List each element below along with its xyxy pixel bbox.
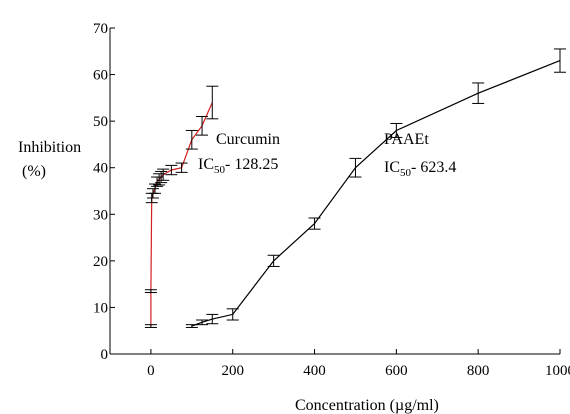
axes [109, 28, 560, 355]
curcumin-point-10 [175, 162, 188, 173]
curcumin-point-11 [185, 129, 198, 150]
curcumin-point-1 [144, 289, 157, 294]
curcumin-label: Curcumin [216, 131, 280, 148]
paaet-series [185, 48, 566, 328]
paaet-point-2 [206, 313, 219, 325]
x-tick-label-600: 600 [385, 363, 408, 379]
x-tick-label-0: 0 [147, 363, 155, 379]
y-tick-label-20: 20 [93, 254, 108, 270]
curcumin-point-9 [165, 164, 178, 176]
y-tick-label-30: 30 [93, 207, 108, 223]
paaet-point-6 [349, 157, 362, 178]
x-tick-label-800: 800 [467, 363, 490, 379]
y-tick-label-40: 40 [93, 161, 108, 177]
curcumin-point-12 [196, 115, 209, 136]
paaet-line [191, 60, 561, 327]
curcumin-ic50-label: IC50- 128.25 [198, 156, 278, 176]
curcumin-point-0 [144, 324, 157, 328]
paaet-label: PAAEt [384, 131, 429, 148]
curcumin-point-8 [157, 168, 170, 181]
y-tick-label-50: 50 [93, 114, 108, 130]
y-tick-label-10: 10 [93, 300, 108, 316]
paaet-ic50-label: IC50- 623.4 [384, 159, 456, 179]
x-tick-label-1000: 1000 [545, 363, 570, 379]
x-tick-label-200: 200 [221, 363, 244, 379]
paaet-point-3 [226, 308, 239, 321]
y-axis-title-line-2: (%) [22, 163, 46, 180]
paaet-point-0 [185, 324, 198, 328]
paaet-point-4 [267, 254, 280, 267]
y-tick-label-0: 0 [101, 347, 109, 363]
paaet-point-1 [196, 319, 209, 326]
y-axis-title-line-1: Inhibition [18, 139, 81, 156]
ticks: 0 10 20 30 40 50 60 70 0 200 400 600 800 1000 [93, 21, 570, 379]
curcumin-line [150, 102, 213, 327]
curcumin-series [144, 85, 219, 328]
paaet-point-8 [472, 82, 485, 104]
x-axis-title: Concentration (µg/ml) [295, 397, 439, 414]
paaet-point-9 [554, 48, 566, 73]
paaet-point-5 [308, 217, 321, 230]
paaet-point-7 [390, 122, 403, 138]
y-tick-label-70: 70 [93, 21, 108, 37]
series [144, 48, 566, 328]
x-tick-label-400: 400 [303, 363, 326, 379]
curcumin-point-13 [206, 85, 219, 120]
y-tick-label-60: 60 [93, 68, 108, 84]
